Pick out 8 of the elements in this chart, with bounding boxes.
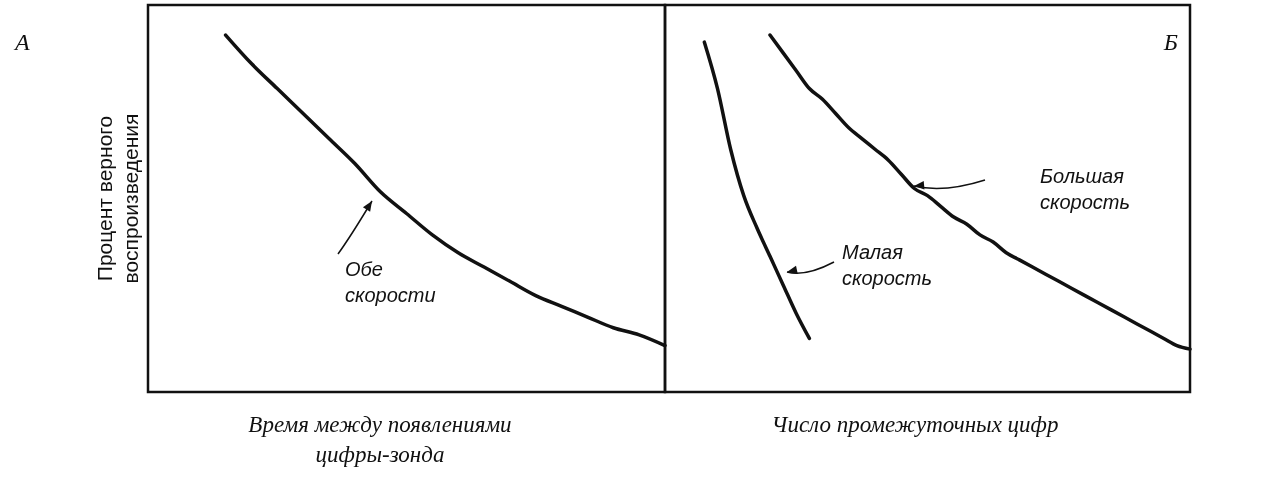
chart-title: А [13, 29, 30, 55]
chart-title: Б [1162, 29, 1178, 55]
text: Большая скорость [1040, 165, 1130, 213]
series-label: Обе скорости [345, 258, 436, 306]
y-axis-title: Процент верного воспроизведения [93, 113, 142, 284]
x-axis-title: Время между появлениями цифры-зонда [248, 412, 512, 467]
x-axis-title: Число промежуточных цифр [771, 412, 1059, 437]
legend-label: Малая скорость [842, 241, 932, 289]
